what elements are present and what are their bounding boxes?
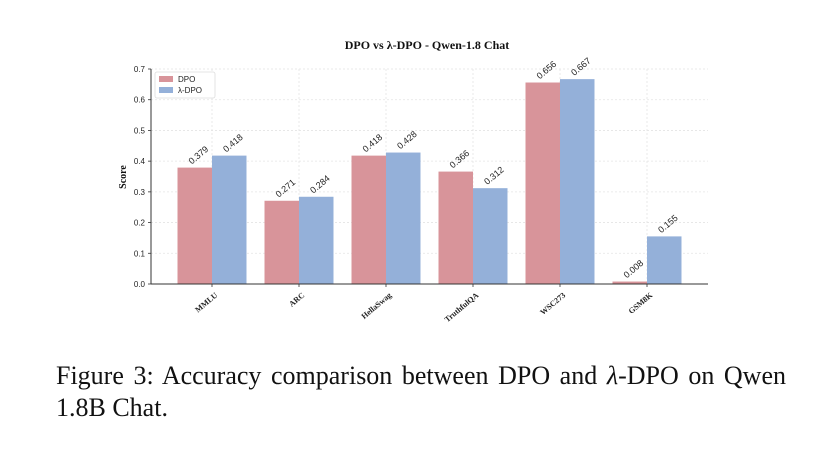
bar-value-label: 0.379	[187, 144, 211, 166]
caption-prefix: Figure 3: Accuracy comparison between DP…	[56, 361, 607, 390]
bar-value-label: 0.667	[569, 56, 593, 78]
x-tick-label: HellaSwag	[360, 291, 394, 321]
legend: DPO λ-DPO	[154, 71, 216, 99]
legend-label: λ-DPO	[178, 86, 202, 95]
bar-value-label: 0.656	[535, 59, 559, 81]
bar-value-label: 0.155	[656, 213, 680, 235]
x-tick-label: GSM8K	[627, 290, 655, 316]
bar-value-label: 0.312	[482, 165, 506, 187]
y-tick-label: 0.0	[134, 280, 146, 289]
figure-caption: Figure 3: Accuracy comparison between DP…	[56, 360, 786, 424]
bar-dpo	[438, 171, 473, 284]
bar-value-label: 0.008	[622, 258, 646, 280]
bar-dpo	[612, 281, 647, 284]
bar-dpo	[264, 200, 299, 284]
x-tick-label: WSC273	[538, 291, 567, 317]
y-tick-label: 0.6	[134, 96, 146, 105]
bar-lambda-dpo	[473, 188, 508, 284]
y-tick-label: 0.1	[134, 249, 146, 258]
bar-dpo	[525, 82, 560, 284]
bar-dpo	[177, 167, 212, 284]
chart-title: DPO vs λ-DPO - Qwen-1.8 Chat	[345, 38, 510, 52]
x-tick-label: ARC	[287, 291, 306, 309]
x-tick-label: MMLU	[193, 290, 219, 314]
y-tick-label: 0.2	[134, 219, 146, 228]
bar-dpo	[351, 155, 386, 284]
bar-lambda-dpo	[560, 79, 595, 284]
y-axis-label: Score	[118, 165, 129, 189]
bar-lambda-dpo	[299, 196, 334, 284]
bar-value-label: 0.428	[395, 129, 419, 151]
bar-value-label: 0.366	[448, 148, 472, 170]
y-tick-label: 0.7	[134, 65, 146, 74]
legend-swatch	[159, 76, 173, 82]
chart: DPO vs λ-DPO - Qwen-1.8 Chat 0.379 0.271 0…	[118, 38, 708, 325]
y-tick-label: 0.5	[134, 126, 146, 135]
bar-value-label: 0.418	[361, 132, 385, 154]
bar-value-label: 0.271	[274, 177, 298, 199]
bar-value-label: 0.418	[221, 132, 245, 154]
legend-swatch	[159, 87, 173, 93]
x-tick-label: TruthfulQA	[443, 291, 481, 325]
bars	[177, 79, 682, 284]
caption-lambda: λ	[606, 361, 619, 390]
y-tick-label: 0.3	[134, 188, 146, 197]
bar-lambda-dpo	[647, 236, 682, 284]
y-tick-label: 0.4	[134, 157, 146, 166]
legend-label: DPO	[178, 75, 195, 84]
value-labels: 0.3790.2710.4180.3660.6560.0080.4180.284…	[187, 56, 680, 281]
caption-suffix: -DPO on Qwen 1.8B Chat.	[56, 361, 787, 422]
bar-lambda-dpo	[386, 152, 421, 284]
bar-lambda-dpo	[212, 155, 247, 284]
